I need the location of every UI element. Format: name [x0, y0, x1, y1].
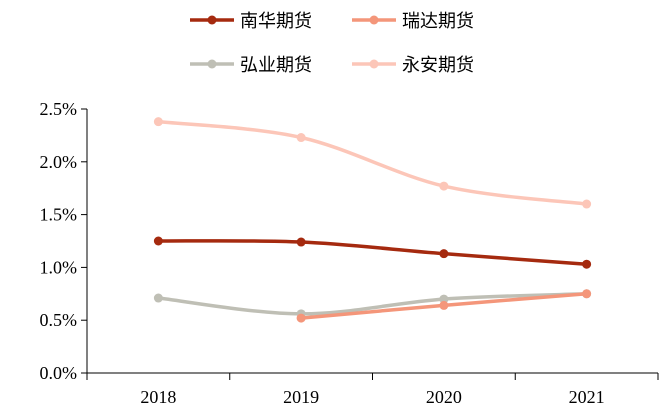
legend-label: 南华期货 — [240, 11, 312, 32]
series-瑞达期货 — [296, 289, 592, 323]
y-tick-label: 0.5% — [40, 310, 78, 330]
series-南华期货 — [153, 236, 592, 269]
legend-item: 弘业期货 — [190, 55, 312, 76]
series-lines — [153, 117, 592, 323]
legend-item: 南华期货 — [190, 11, 312, 32]
series-line — [156, 239, 589, 266]
series-永安期货 — [153, 117, 592, 209]
data-point — [439, 294, 449, 304]
legend-marker — [207, 59, 217, 69]
y-tick-label: 0.0% — [40, 363, 78, 383]
x-tick-label: 2018 — [140, 387, 176, 407]
x-tick-label: 2019 — [283, 387, 319, 407]
series-弘业期货 — [153, 289, 592, 319]
y-tick-label: 1.5% — [40, 205, 78, 225]
data-point — [296, 313, 306, 323]
data-point — [296, 133, 306, 143]
y-tick-label: 2.0% — [40, 152, 78, 172]
x-tick-label: 2020 — [426, 387, 462, 407]
legend-item: 永安期货 — [352, 55, 474, 76]
y-tick-label: 1.0% — [40, 257, 78, 277]
y-tick-label: 2.5% — [40, 99, 78, 119]
x-tick-label: 2021 — [569, 387, 605, 407]
legend-label: 瑞达期货 — [402, 11, 474, 32]
legend-label: 弘业期货 — [240, 55, 312, 76]
series-line — [156, 119, 589, 206]
data-point — [153, 117, 163, 127]
data-point — [582, 259, 592, 269]
data-point — [439, 249, 449, 259]
data-point — [153, 293, 163, 303]
data-point — [582, 199, 592, 209]
series-line — [156, 292, 589, 316]
data-point — [153, 236, 163, 246]
legend-marker — [369, 15, 379, 25]
legend-marker — [207, 15, 217, 25]
data-point — [439, 300, 449, 310]
data-point — [296, 237, 306, 247]
legend-item: 瑞达期货 — [352, 11, 474, 32]
legend-marker — [369, 59, 379, 69]
axes: 0.0% 0.5% 1.0% 1.5% 2.0% 2.5% 2018 2019 2020 2021 — [40, 99, 659, 407]
data-point — [439, 181, 449, 191]
legend-label: 永安期货 — [402, 55, 474, 76]
data-point — [582, 289, 592, 299]
